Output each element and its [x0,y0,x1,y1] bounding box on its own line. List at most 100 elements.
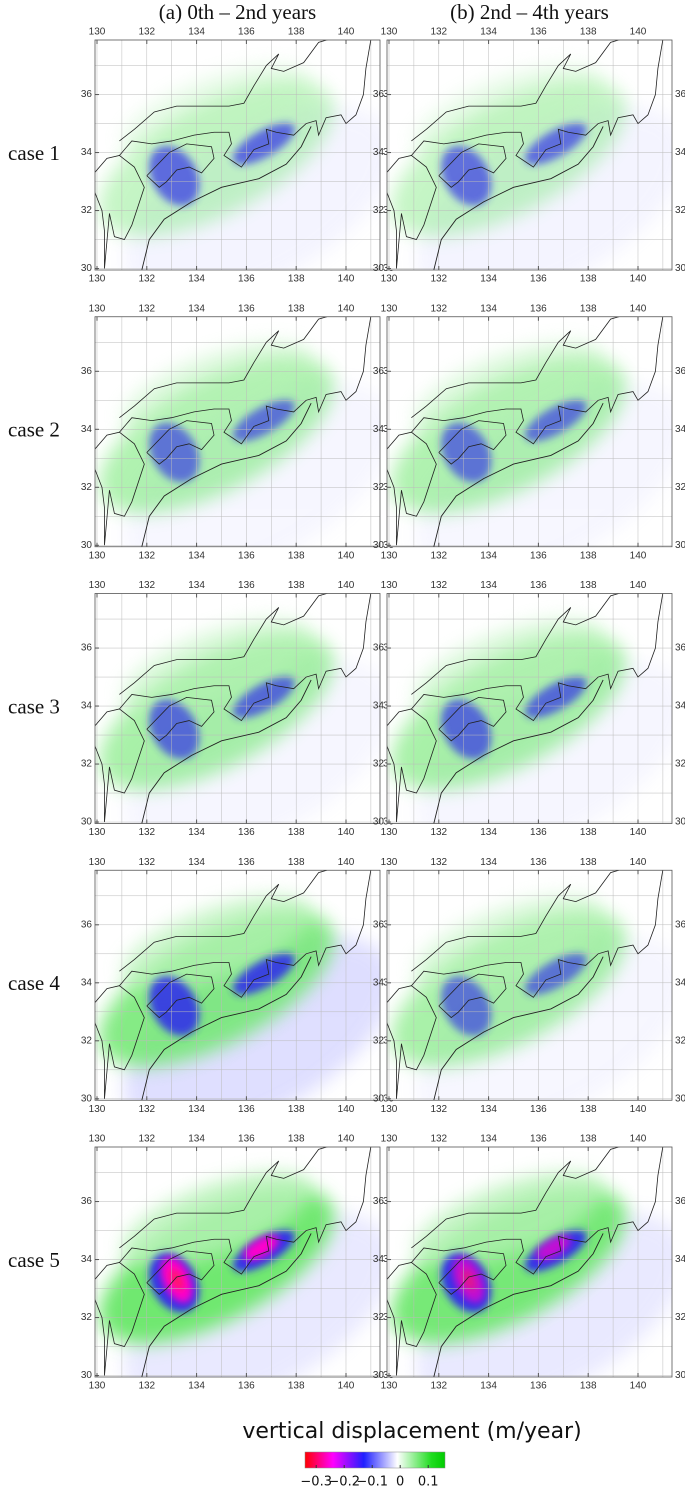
map-frame [94,593,381,824]
field [232,953,295,995]
lon-tick-label: 138 [288,303,305,314]
field [170,1269,184,1291]
lon-tick-label: 136 [238,1381,255,1392]
lat-tick-label: 36 [81,643,93,654]
field [124,382,380,547]
lat-tick-label: 30 [81,817,93,828]
lat-tick-label: 36 [675,366,685,377]
lon-tick-label: 140 [630,580,647,591]
lon-tick-label: 132 [430,857,447,868]
lon-tick-label: 136 [238,580,255,591]
lon-tick-label: 138 [288,857,305,868]
lon-tick-label: 134 [188,1381,205,1392]
lon-tick-label: 134 [480,27,497,38]
row-label: case 5 [8,1248,60,1272]
colorbar [304,1451,446,1469]
lon-tick-label: 134 [480,550,497,561]
lon-tick-label: 138 [288,827,305,838]
coastline [95,155,145,269]
lat-tick-label: 32 [81,759,93,770]
coastline [119,40,372,168]
lon-tick-label: 130 [89,303,106,314]
lon-tick-label: 138 [580,1381,597,1392]
lon-tick-label: 138 [288,1104,305,1115]
coastline [411,593,664,722]
lat-tick-label: 30 [81,263,93,274]
lat-tick-label: 32 [81,205,93,216]
lat-tick-label: 36 [373,643,385,654]
lon-tick-label: 132 [430,27,447,38]
map-content [95,316,380,547]
lat-tick-label: 32 [675,759,685,770]
lat-tick-label: 30 [373,1093,385,1104]
lat-tick-label: 36 [81,919,93,930]
field [124,935,380,1101]
lon-tick-label: 140 [630,27,647,38]
lat-tick-label: 36 [675,89,685,100]
row-label: case 2 [8,418,60,442]
lon-tick-label: 130 [381,1104,398,1115]
lat-tick-label: 36 [373,89,385,100]
lat-tick-label: 36 [675,1196,685,1207]
lon-tick-label: 134 [480,1134,497,1145]
lat-tick-label: 34 [81,147,93,158]
trench [141,956,312,1101]
field [414,1171,603,1267]
lon-tick-label: 140 [630,827,647,838]
lon-tick-label: 132 [430,1381,447,1392]
coastline [438,143,507,188]
lon-tick-label: 134 [480,303,497,314]
map-content [387,40,672,270]
lat-tick-label: 36 [675,643,685,654]
trench [141,403,312,547]
trench [433,1233,604,1377]
field [414,618,603,713]
lon-tick-label: 140 [338,1104,355,1115]
lat-tick-label: 36 [373,919,385,930]
lon-tick-label: 134 [188,27,205,38]
lat-tick-label: 34 [675,147,685,158]
lon-tick-label: 130 [89,1381,106,1392]
map-frame [94,316,381,548]
lon-tick-label: 132 [430,827,447,838]
coastline [387,1262,437,1376]
lon-tick-label: 130 [381,1381,398,1392]
lon-tick-label: 140 [630,303,647,314]
field [524,123,587,165]
map-frame [386,39,673,271]
lon-tick-label: 132 [138,274,155,285]
coastline [95,985,145,1099]
coastline [119,316,372,445]
lon-tick-label: 140 [630,857,647,868]
field [416,659,672,824]
coastline [95,708,145,823]
lon-tick-label: 136 [530,827,547,838]
field [122,894,311,990]
lat-tick-label: 34 [81,701,93,712]
lat-tick-label: 32 [81,1312,93,1323]
lon-tick-label: 132 [430,1104,447,1115]
lon-tick-label: 130 [89,274,106,285]
coastline [119,40,329,142]
colorbar-tick-label: −0.1 [356,1475,388,1490]
lon-tick-label: 140 [338,857,355,868]
lon-tick-label: 136 [238,303,255,314]
lon-tick-label: 130 [381,303,398,314]
lon-tick-label: 136 [530,1104,547,1115]
lat-tick-label: 30 [675,817,685,828]
lon-tick-label: 134 [480,274,497,285]
map-panel: 130 130 132 132 134 134 136 136 138 138 140 140 30 30… [373,857,685,1115]
field [524,676,587,719]
lon-tick-label: 136 [238,550,255,561]
lon-tick-label: 138 [580,580,597,591]
lon-tick-label: 130 [381,27,398,38]
lat-tick-label: 32 [373,759,385,770]
lat-tick-label: 34 [373,424,385,435]
lon-tick-label: 138 [580,827,597,838]
lon-tick-label: 140 [630,550,647,561]
coastline [119,1147,329,1249]
lat-tick-label: 32 [675,1312,685,1323]
lon-tick-label: 130 [381,274,398,285]
lon-tick-label: 138 [288,27,305,38]
